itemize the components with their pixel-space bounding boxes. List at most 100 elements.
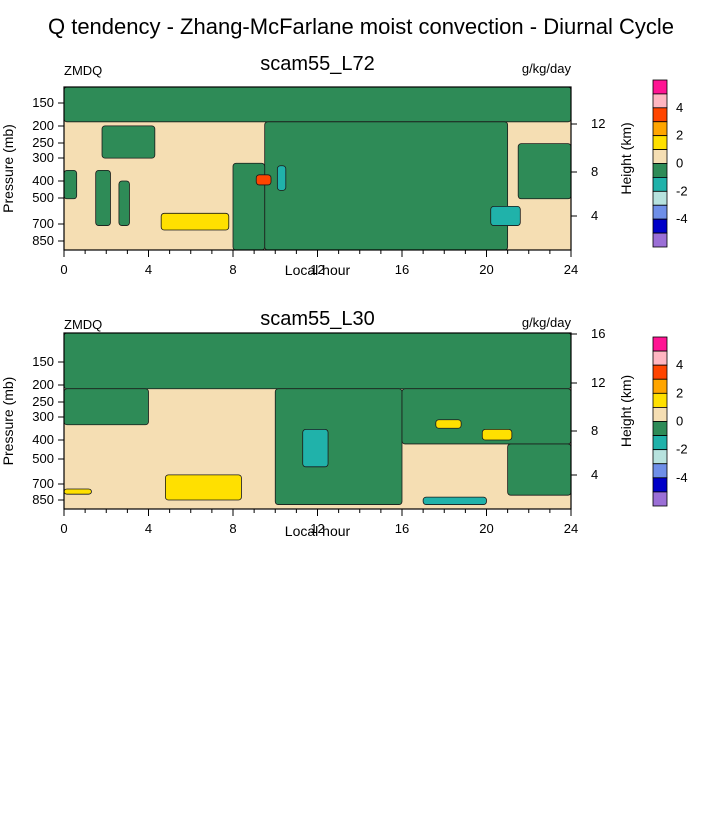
contour-region [264,121,509,251]
colorbar-swatch [652,204,668,220]
panel-L30 [58,332,668,516]
y2-tick-label: 8 [591,423,598,438]
colorbar-swatch [652,190,668,206]
colorbar-swatch [652,421,668,436]
x-tick-label: 24 [564,521,578,536]
figure-title: Q tendency - Zhang-McFarlane moist conve… [47,14,675,39]
units-label: g/kg/day [522,61,572,76]
y-tick-label: 300 [32,409,54,424]
contour-region [274,388,403,505]
x-tick-label: 20 [479,521,493,536]
x-tick-label: 8 [229,521,236,536]
colorbar-swatch [652,232,668,248]
x-axis-label: Local hour [285,262,351,278]
contour-region [302,429,329,468]
y-tick-label: 150 [32,354,54,369]
y-tick-label: 400 [32,432,54,447]
contour-region [164,474,242,501]
y2-axis-label: Height (km) [618,122,634,194]
contour-region [276,165,287,191]
colorbar-swatch [652,477,668,493]
y2-tick-label: 4 [591,208,598,223]
colorbar-label: -4 [676,470,688,485]
units-label: g/kg/day [522,315,572,330]
y-tick-label: 700 [32,216,54,231]
contour-region [481,429,513,441]
x-tick-label: 0 [60,521,67,536]
contour-region [255,174,272,186]
y-tick-label: 250 [32,135,54,150]
y-axis-label: Pressure (mb) [0,377,16,466]
colorbar-swatch [652,149,668,164]
x-tick-label: 16 [395,262,409,277]
colorbar-swatch [652,449,668,465]
contour-region [63,170,78,200]
y-tick-label: 850 [32,233,54,248]
y-tick-label: 850 [32,492,54,507]
contour-region [101,125,156,159]
colorbar-swatch [652,378,668,394]
panel-title: scam55_L72 [260,53,375,75]
contour-region [507,443,572,496]
colorbar-swatch [652,121,668,137]
contour-region [95,170,111,226]
colorbar-swatch [652,350,668,366]
contour-region [435,419,462,429]
y2-tick-label: 16 [591,326,605,341]
panel-L72 [58,79,668,257]
y-tick-label: 400 [32,173,54,188]
colorbar-label: -2 [676,442,688,457]
contour-region [118,180,130,226]
colorbar-swatch [652,218,668,234]
colorbar-swatch [652,79,668,95]
colorbar-swatch [652,407,668,422]
y2-tick-label: 8 [591,164,598,179]
colorbar-swatch [652,463,668,479]
colorbar-swatch [652,392,668,408]
contour-region [63,332,572,390]
variable-label: ZMDQ [64,317,102,332]
y-tick-label: 500 [32,190,54,205]
colorbar-swatch [652,491,668,507]
contour-region [517,143,572,200]
colorbar-label: 0 [676,414,683,429]
colorbar-label: 4 [676,100,683,115]
x-tick-label: 4 [145,521,152,536]
colorbar-label: 4 [676,357,683,372]
contour-region [490,205,521,226]
colorbar-swatch [652,364,668,380]
y-tick-label: 500 [32,451,54,466]
colorbar-swatch [652,93,668,109]
x-tick-label: 12 [310,262,324,277]
contour-region [63,388,149,426]
y-axis-label: Pressure (mb) [0,124,16,213]
x-tick-label: 4 [145,262,152,277]
x-tick-label: 24 [564,262,578,277]
x-axis-label: Local hour [285,523,351,539]
colorbar-swatch [652,336,668,352]
contour-region [63,86,572,123]
colorbar-label: 0 [676,156,683,171]
colorbar-label: -4 [676,211,688,226]
panel-title: scam55_L30 [260,308,375,330]
contour-region [422,496,487,505]
y2-tick-label: 4 [591,467,598,482]
variable-label: ZMDQ [64,63,102,78]
y2-tick-label: 12 [591,375,605,390]
colorbar-label: 2 [676,128,683,143]
x-tick-label: 0 [60,262,67,277]
y-tick-label: 150 [32,95,54,110]
x-tick-label: 20 [479,262,493,277]
y-tick-label: 300 [32,150,54,165]
y-tick-label: 250 [32,394,54,409]
colorbar-swatch [652,135,668,150]
colorbar-swatch [652,435,668,451]
x-tick-label: 12 [310,521,324,536]
colorbar-swatch [652,163,668,178]
y-tick-label: 700 [32,476,54,491]
contour-region [160,212,230,231]
x-tick-label: 16 [395,521,409,536]
y2-tick-label: 12 [591,116,605,131]
y-tick-label: 200 [32,118,54,133]
